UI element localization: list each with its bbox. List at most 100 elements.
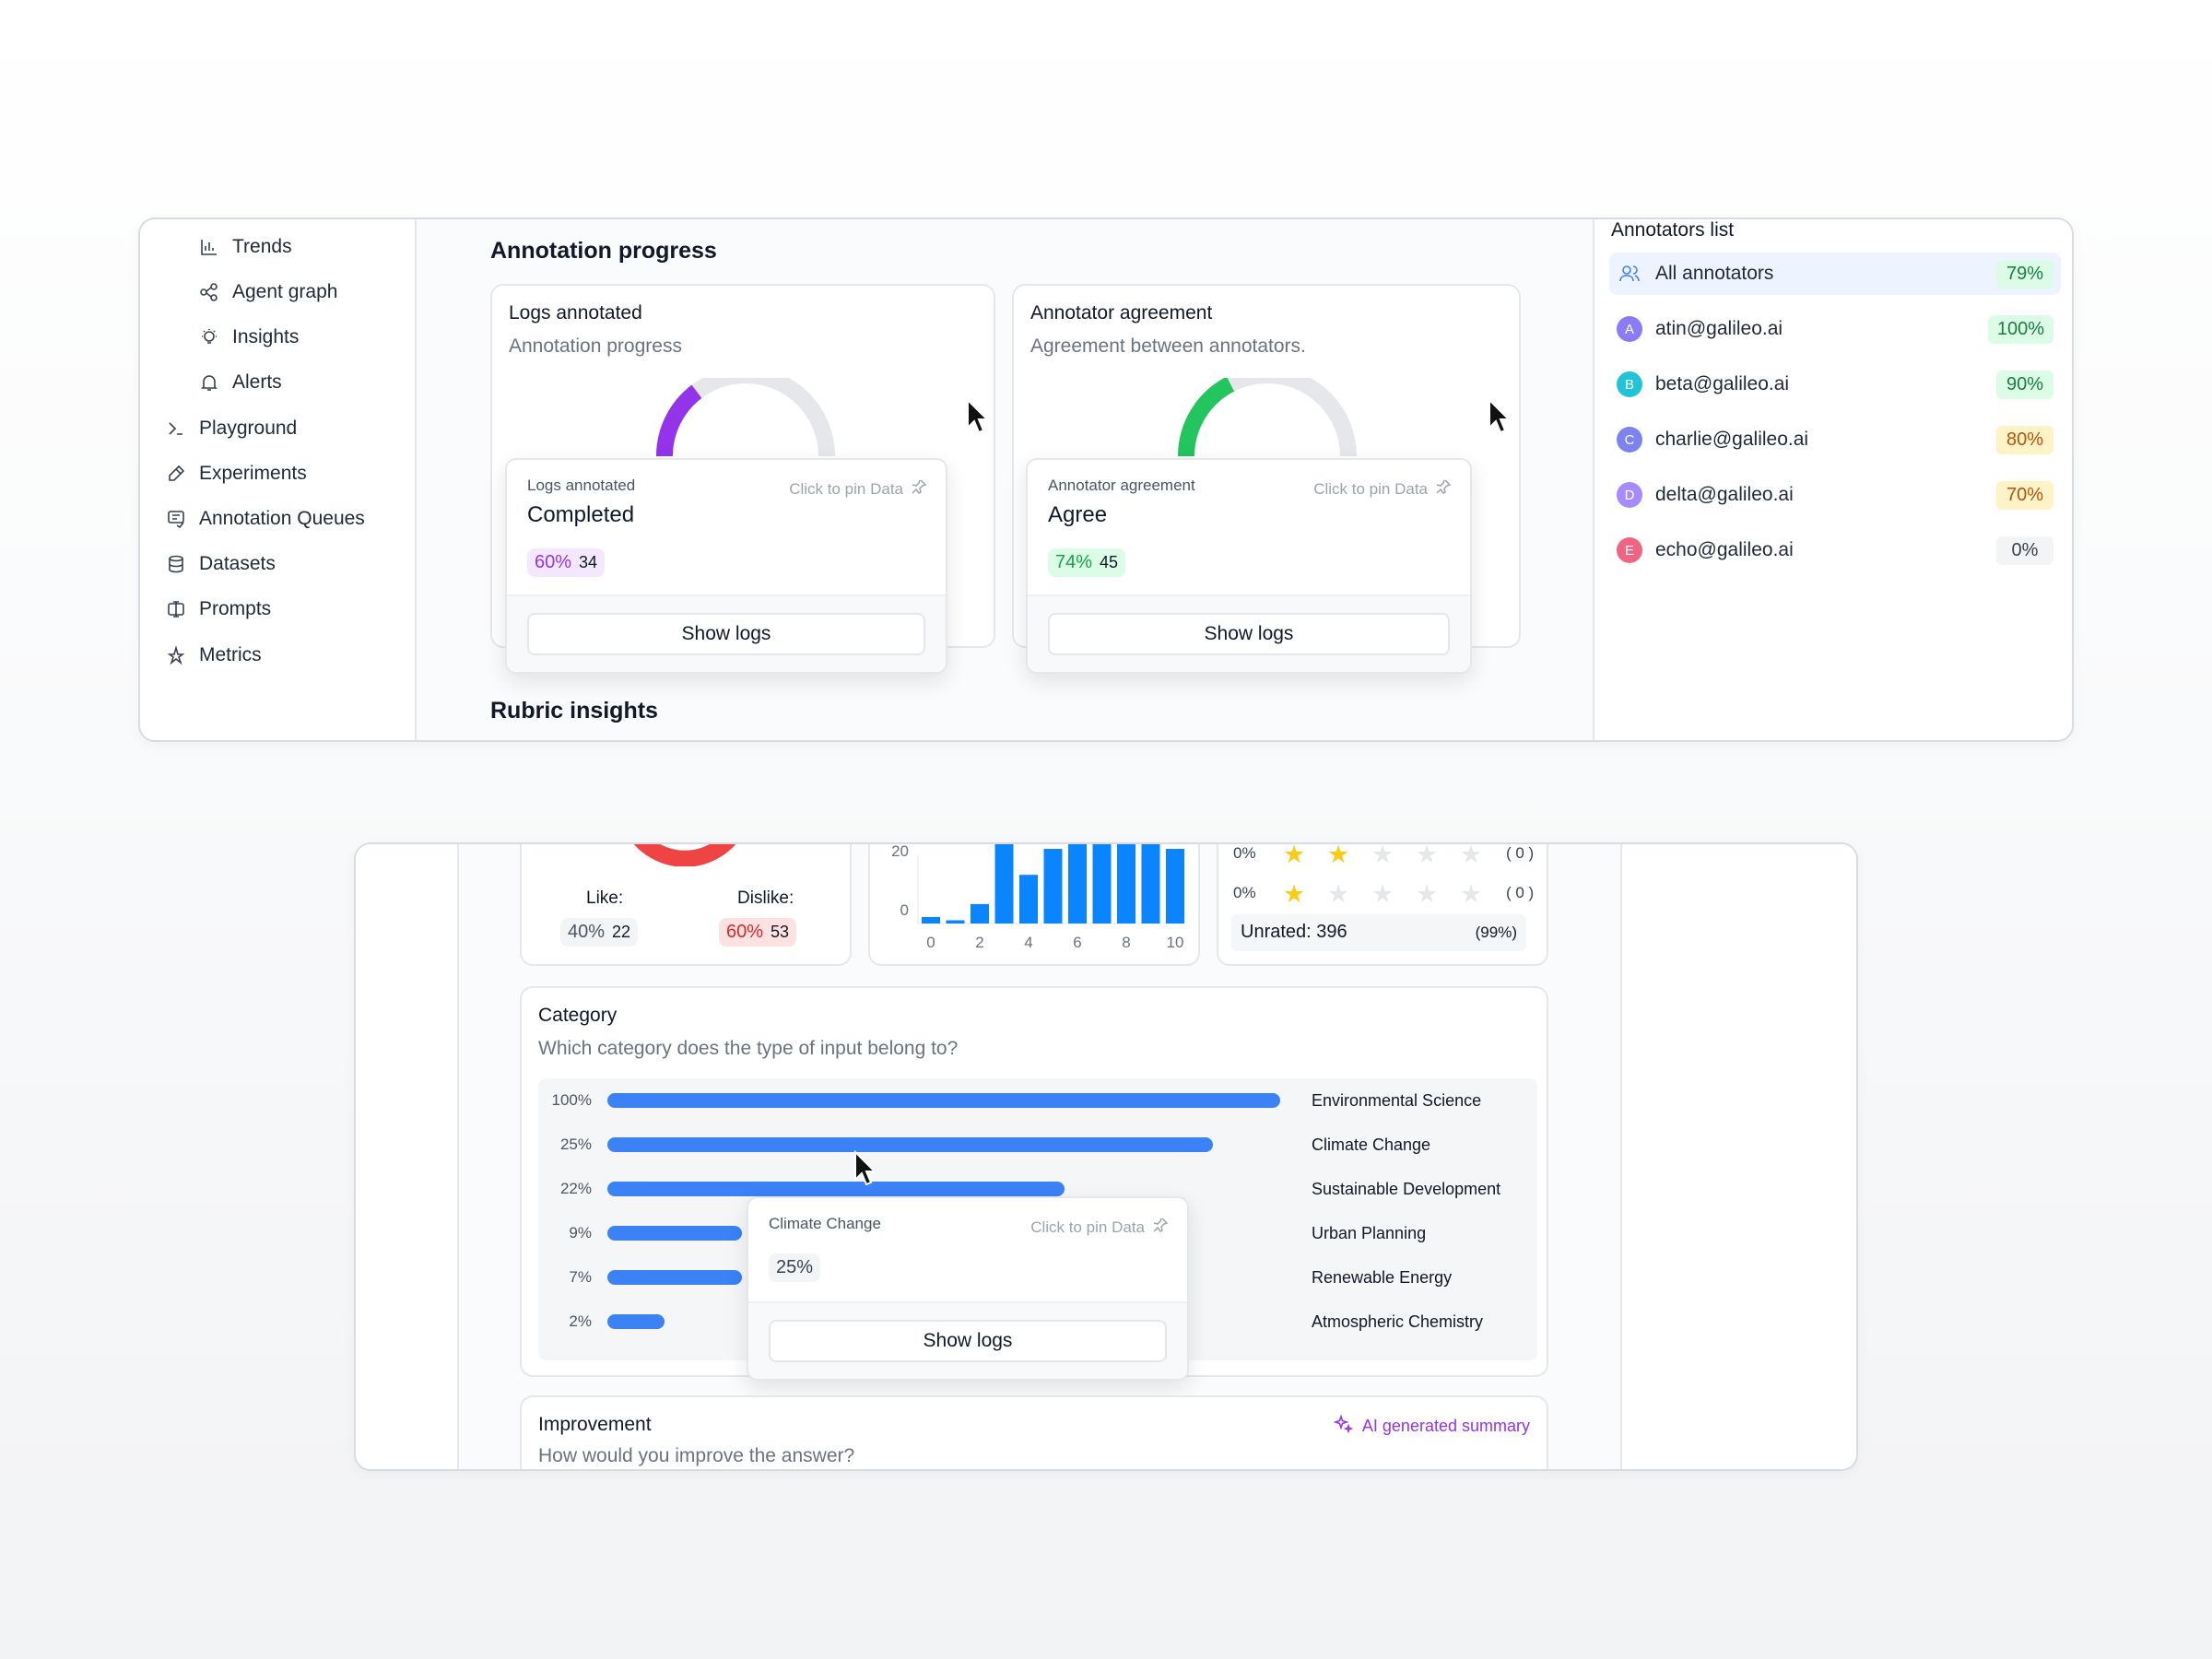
annotator-row[interactable]: A atin@galileo.ai 100% — [1609, 308, 2061, 350]
avatar: A — [1617, 316, 1642, 342]
sidebar-item-label: Metrics — [199, 644, 262, 665]
sidebar-item-playground[interactable]: Playground — [166, 418, 297, 440]
annotation-progress-title: Annotation progress — [490, 238, 717, 264]
annotator-name: atin@galileo.ai — [1655, 318, 1783, 339]
annotator-percent: 0% — [1996, 535, 2053, 565]
rating-count: ( 0 ) — [1506, 884, 1535, 901]
category-percent: 9% — [569, 1224, 592, 1241]
star-icon: ★ — [1416, 842, 1439, 868]
star-icon: ★ — [1416, 880, 1439, 908]
category-bar[interactable] — [607, 1270, 742, 1285]
annotator-row[interactable]: C charlie@galileo.ai 80% — [1609, 418, 2061, 461]
avatar: C — [1617, 427, 1642, 453]
star-icon: ★ — [1283, 880, 1306, 908]
chip-count: 34 — [579, 553, 598, 571]
sidebar-item-insights[interactable]: Insights — [199, 326, 299, 348]
annotators-panel: Annotators list All annotators 79% A ati… — [1593, 219, 2072, 740]
x-tick-label: 10 — [1167, 934, 1184, 951]
histogram-bar[interactable] — [1092, 842, 1112, 924]
sidebar-item-label: Trends — [232, 236, 292, 257]
sidebar-item-alerts[interactable]: Alerts — [199, 371, 282, 394]
card-subtitle: Which category does the type of input be… — [538, 1038, 959, 1059]
show-logs-button[interactable]: Show logs — [527, 613, 925, 655]
card-title: Improvement — [538, 1414, 652, 1435]
pin-label: Click to pin Data — [789, 479, 903, 498]
category-label: Atmospheric Chemistry — [1312, 1312, 1484, 1331]
category-bar[interactable] — [607, 1314, 665, 1329]
avatar: D — [1617, 482, 1642, 508]
logs-percent-chip: 60% 34 — [527, 548, 606, 577]
sparkle-icon — [1333, 1414, 1354, 1439]
sidebar-item-prompts[interactable]: Prompts — [166, 598, 271, 620]
sidebar-item-agent-graph[interactable]: Agent graph — [199, 281, 337, 303]
pin-data[interactable]: Click to pin Data — [789, 478, 927, 500]
histogram-bar[interactable] — [946, 920, 965, 924]
sidebar-item-trends[interactable]: Trends — [199, 236, 292, 258]
sidebar: Trends Agent graph Insights Alerts Playg… — [140, 219, 417, 740]
chip-percent: 60% — [726, 922, 764, 942]
rating-count: ( 0 ) — [1506, 844, 1535, 862]
histogram-bar[interactable] — [971, 903, 989, 924]
pin-data[interactable]: Click to pin Data — [1030, 1217, 1169, 1238]
score-histogram: 20 0 0 2 4 6 8 10 — [891, 842, 1184, 951]
sidebar-item-annotation-queues[interactable]: Annotation Queues — [166, 508, 365, 530]
category-popup: Climate Change Click to pin Data 25% Sho… — [747, 1196, 1189, 1381]
annotator-row[interactable]: E echo@galileo.ai 0% — [1609, 529, 2061, 571]
unrated-row: Unrated: 396 (99%) — [1231, 914, 1526, 951]
sidebar-item-metrics[interactable]: Metrics — [166, 644, 262, 666]
x-tick-label: 4 — [1024, 934, 1032, 951]
mouse-cursor-icon — [967, 398, 990, 434]
histogram-bar[interactable] — [1141, 842, 1160, 924]
histogram-bar[interactable] — [922, 916, 940, 924]
category-label: Environmental Science — [1312, 1091, 1482, 1110]
sidebar-item-label: Experiments — [199, 463, 307, 484]
terminal-icon — [166, 418, 186, 439]
histogram-bar[interactable] — [1117, 842, 1135, 924]
logs-annotated-popup: Logs annotated Completed Click to pin Da… — [505, 458, 947, 674]
category-bar[interactable] — [607, 1226, 742, 1241]
category-percent: 2% — [569, 1312, 592, 1330]
histogram-bar[interactable] — [994, 842, 1014, 924]
category-label: Urban Planning — [1312, 1224, 1427, 1242]
annotator-percent: 90% — [1996, 370, 2053, 399]
pin-icon — [1152, 1217, 1169, 1238]
pin-label: Click to pin Data — [1030, 1218, 1145, 1236]
prompt-icon — [166, 599, 186, 619]
rating-stars: ★ ★ ★ ★ ★ — [1283, 882, 1495, 910]
chip-count: 53 — [771, 923, 790, 941]
sidebar-item-datasets[interactable]: Datasets — [166, 553, 276, 575]
histogram-bar[interactable] — [1019, 875, 1038, 924]
sidebar-item-experiments[interactable]: Experiments — [166, 463, 307, 485]
agreement-percent-chip: 74% 45 — [1048, 548, 1126, 577]
rubric-insights-title: Rubric insights — [490, 698, 658, 724]
database-icon — [166, 554, 186, 574]
card-subtitle: Annotation progress — [509, 335, 682, 357]
x-tick-label: 2 — [975, 934, 983, 951]
show-logs-button[interactable]: Show logs — [1048, 613, 1450, 655]
annotator-row[interactable]: B beta@galileo.ai 90% — [1609, 363, 2061, 406]
star-icon: ★ — [1327, 842, 1350, 868]
pin-data[interactable]: Click to pin Data — [1313, 478, 1452, 500]
mouse-cursor-icon — [1488, 398, 1512, 434]
category-bar[interactable] — [607, 1182, 1065, 1196]
ai-summary-link[interactable]: AI generated summary — [1333, 1414, 1530, 1439]
category-bar[interactable] — [607, 1137, 1213, 1152]
mouse-cursor-icon — [854, 1150, 877, 1186]
right-panel — [1622, 844, 1856, 1469]
annotator-row-all[interactable]: All annotators 79% — [1609, 253, 2061, 295]
chip-count: 22 — [612, 923, 631, 941]
histogram-bar[interactable] — [1068, 842, 1087, 924]
pin-icon — [1435, 478, 1452, 500]
histogram-bar[interactable] — [1043, 849, 1063, 924]
show-logs-button[interactable]: Show logs — [769, 1320, 1167, 1362]
annotator-row[interactable]: D delta@galileo.ai 70% — [1609, 474, 2061, 516]
bell-icon — [199, 372, 219, 393]
histogram-bar[interactable] — [1166, 849, 1184, 924]
category-bar[interactable] — [607, 1093, 1280, 1108]
unrated-label: Unrated: 396 — [1241, 922, 1347, 942]
sidebar-item-label: Insights — [232, 326, 300, 347]
queue-icon — [166, 509, 186, 529]
star-icon: ★ — [1327, 880, 1350, 908]
main-content: Annotation progress Logs annotated Annot… — [417, 219, 1593, 740]
sidebar-item-label: Playground — [199, 418, 298, 439]
